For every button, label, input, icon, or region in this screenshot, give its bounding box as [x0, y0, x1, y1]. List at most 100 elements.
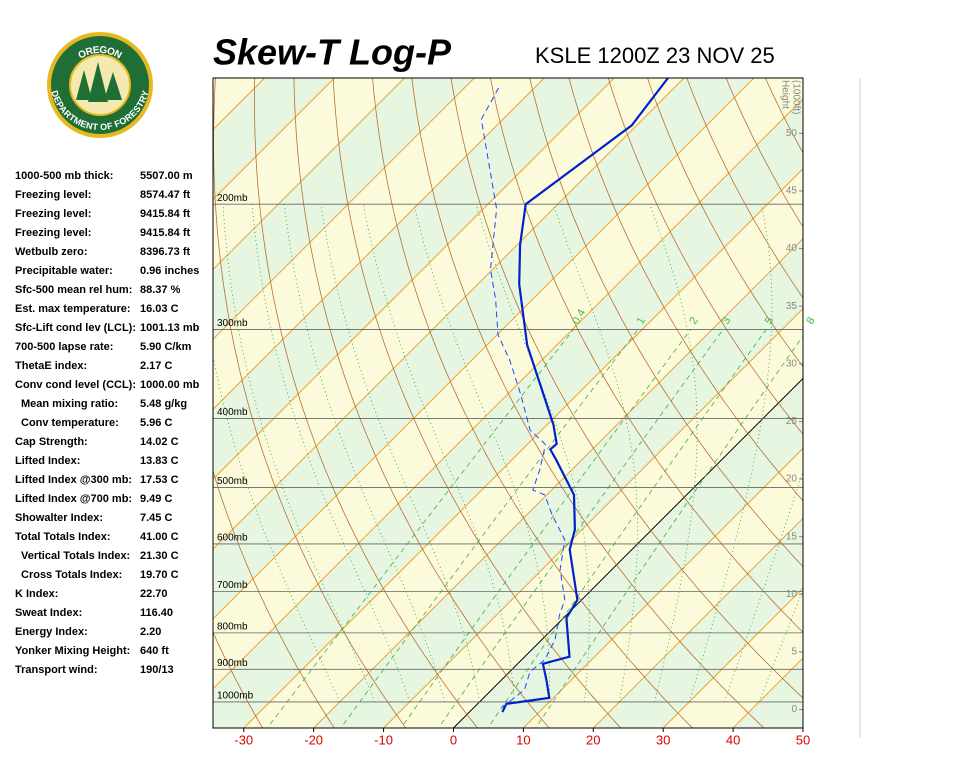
- stat-value: 22.70: [140, 588, 168, 600]
- x-tick-label: 30: [656, 732, 670, 747]
- stat-value: 9415.84 ft: [140, 227, 190, 239]
- stat-label: Precipitable water:: [15, 265, 113, 277]
- stat-label: Est. max temperature:: [15, 303, 131, 315]
- stat-label: Yonker Mixing Height:: [15, 645, 130, 657]
- stat-label: Freezing level:: [15, 208, 91, 220]
- stat-label: K Index:: [15, 588, 58, 600]
- sounding-line: [480, 84, 566, 709]
- y2-axis-label: (1000ft): [790, 80, 801, 114]
- stat-label: Sfc-Lift cond lev (LCL):: [15, 322, 136, 334]
- x-tick-label: -20: [304, 732, 323, 747]
- dry-adiabat: [213, 78, 407, 728]
- isotherm: [662, 587, 803, 728]
- isotherm: [213, 78, 335, 201]
- mixing-ratio-line: [487, 329, 767, 728]
- y2-tick-label: 25: [786, 416, 798, 427]
- y-tick-label: 200mb: [217, 193, 248, 204]
- stat-value: 9415.84 ft: [140, 208, 190, 220]
- dry-adiabat: [411, 78, 765, 728]
- stat-value: 190/13: [140, 664, 174, 676]
- y-tick-label: 600mb: [217, 533, 248, 544]
- y-tick-label: 400mb: [217, 407, 248, 418]
- stat-value: 5.48 g/kg: [140, 398, 187, 410]
- y2-tick-label: 45: [786, 186, 798, 197]
- dry-adiabat: [529, 78, 803, 568]
- dry-adiabat: [253, 78, 478, 728]
- isotherm: [213, 78, 405, 271]
- stat-value: 5507.00 m: [140, 170, 193, 182]
- plot-overlay: 0.4 1 2 3 5 8200mb300mb400mb500mb600mb700mb80…: [217, 80, 818, 747]
- moist-adiabat: [213, 354, 341, 703]
- isotherm-band: [803, 78, 960, 728]
- stat-label: Freezing level:: [15, 227, 91, 239]
- stat-value: 88.37 %: [140, 284, 181, 296]
- y-tick-label: 500mb: [217, 476, 248, 487]
- mixing-ratio-line: [438, 329, 724, 728]
- mixing-ratio-label: 1: [635, 315, 648, 326]
- dry-adiabat: [372, 78, 693, 728]
- stat-value: 1000.00 mb: [140, 379, 200, 391]
- mixing-ratio-label: 3: [720, 315, 733, 326]
- y-tick-label: 1000mb: [217, 691, 254, 702]
- isotherm: [213, 78, 475, 341]
- isotherm: [313, 237, 803, 728]
- stat-value: 5.96 C: [140, 417, 172, 429]
- dry-adiabat: [942, 46, 960, 731]
- stat-value: 1001.13 mb: [140, 322, 200, 334]
- y-tick-label: 700mb: [217, 580, 248, 591]
- mixing-ratio-label: 5: [763, 315, 776, 326]
- x-tick-label: -10: [374, 732, 393, 747]
- y2-tick-label: 20: [786, 474, 798, 485]
- stat-label: Wetbulb zero:: [15, 246, 88, 258]
- stat-value: 2.17 C: [140, 360, 172, 372]
- moist-adiabat: [552, 204, 638, 702]
- stat-label: 1000-500 mb thick:: [15, 170, 113, 182]
- stat-value: 8574.47 ft: [140, 189, 190, 201]
- mixing-ratio-label: 2: [687, 315, 700, 326]
- stat-value: 640 ft: [140, 645, 169, 657]
- y-tick-label: 800mb: [217, 622, 248, 633]
- mixing-ratio-label: 8: [804, 315, 817, 326]
- isotherm: [213, 78, 545, 410]
- isotherm: [802, 727, 803, 728]
- dry-adiabat: [490, 78, 803, 633]
- isotherm: [213, 98, 803, 690]
- stat-value: 9.49 C: [140, 493, 172, 505]
- logo: OREGON DEPARTMENT OF FORESTRY: [47, 32, 153, 138]
- stat-label: Lifted Index @300 mb:: [15, 474, 132, 486]
- stat-value: 21.30 C: [140, 550, 179, 562]
- chart-subtitle: KSLE 1200Z 23 NOV 25: [535, 43, 775, 68]
- stat-label: Freezing level:: [15, 189, 91, 201]
- y2-tick-label: 10: [786, 589, 798, 600]
- isotherm: [213, 78, 755, 620]
- isotherm: [592, 517, 803, 728]
- dry-adiabat: [568, 78, 803, 502]
- stat-value: 13.83 C: [140, 455, 179, 467]
- logo-trees: [76, 62, 122, 102]
- stat-label: Lifted Index @700 mb:: [15, 493, 132, 505]
- moist-adiabat: [649, 204, 698, 703]
- y2-tick-label: 50: [786, 128, 798, 139]
- x-tick-label: 20: [586, 732, 600, 747]
- isotherm: [873, 78, 960, 728]
- y2-axis-label: Height: [779, 80, 790, 109]
- stat-value: 14.02 C: [140, 436, 179, 448]
- dry-adiabat: [450, 78, 803, 699]
- x-tick-label: 50: [796, 732, 810, 747]
- stat-label: Conv temperature:: [21, 417, 119, 429]
- dry-adiabat: [828, 46, 960, 731]
- dry-adiabat: [647, 78, 803, 368]
- y-tick-label: 300mb: [217, 318, 248, 329]
- stat-label: ThetaE index:: [15, 360, 87, 372]
- moist-adiabat: [413, 204, 550, 702]
- isotherm-band: [213, 78, 803, 689]
- logo-top: OREGON: [76, 44, 123, 61]
- isotherm: [213, 78, 615, 480]
- dry-adiabat: [904, 46, 960, 731]
- stat-value: 17.53 C: [140, 474, 179, 486]
- y2-tick-label: 0: [791, 704, 797, 715]
- y2-tick-label: 15: [786, 531, 798, 542]
- dry-adiabat: [607, 78, 803, 435]
- stat-label: Sweat Index:: [15, 607, 82, 619]
